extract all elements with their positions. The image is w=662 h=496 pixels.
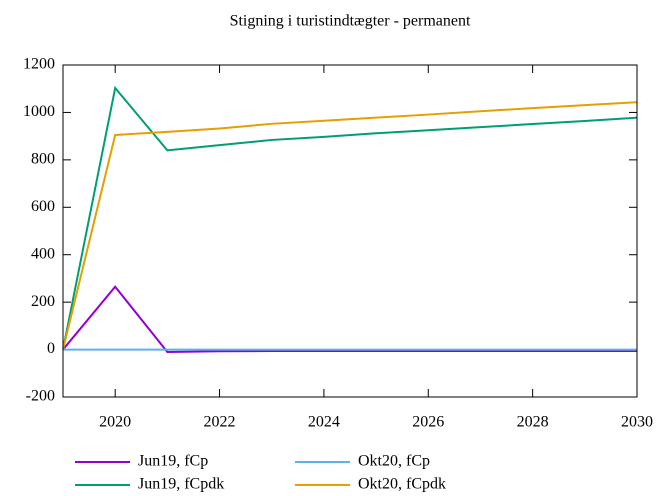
- y-tick-label: 600: [31, 198, 55, 215]
- x-tick-label: 2024: [308, 414, 340, 431]
- x-tick-label: 2020: [99, 414, 131, 431]
- series-line: [62, 85, 638, 350]
- y-tick-label: 400: [31, 245, 55, 262]
- y-tick-label: 1000: [23, 103, 55, 120]
- legend-label: Jun19, fCp: [138, 453, 208, 470]
- x-tick-label: 2028: [517, 414, 549, 431]
- y-tick-label: 1200: [23, 56, 55, 73]
- y-tick-label: -200: [26, 388, 55, 405]
- x-tick-label: 2026: [412, 414, 444, 431]
- legend-label: Okt20, fCpdk: [358, 476, 446, 493]
- series-line: [62, 101, 638, 350]
- y-tick-label: 800: [31, 151, 55, 168]
- plot-frame: [62, 64, 638, 398]
- x-tick-label: 2022: [204, 414, 236, 431]
- legend-label: Jun19, fCpdk: [138, 476, 224, 493]
- chart-title: Stigning i turistindtægter - permanent: [230, 13, 471, 30]
- legend-label: Okt20, fCp: [358, 453, 430, 470]
- y-tick-label: 0: [47, 340, 55, 357]
- series-line: [62, 285, 637, 353]
- y-tick-label: 200: [31, 293, 55, 310]
- x-tick-label: 2030: [621, 414, 653, 431]
